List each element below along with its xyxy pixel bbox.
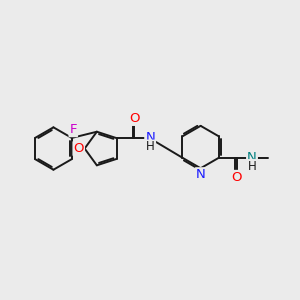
Text: O: O [74, 142, 84, 155]
Text: N: N [145, 131, 155, 144]
Text: O: O [129, 112, 140, 125]
Text: F: F [70, 123, 77, 136]
Text: O: O [231, 171, 242, 184]
Text: H: H [146, 140, 154, 154]
Text: H: H [248, 160, 256, 173]
Text: N: N [196, 168, 206, 181]
Text: N: N [247, 151, 257, 164]
